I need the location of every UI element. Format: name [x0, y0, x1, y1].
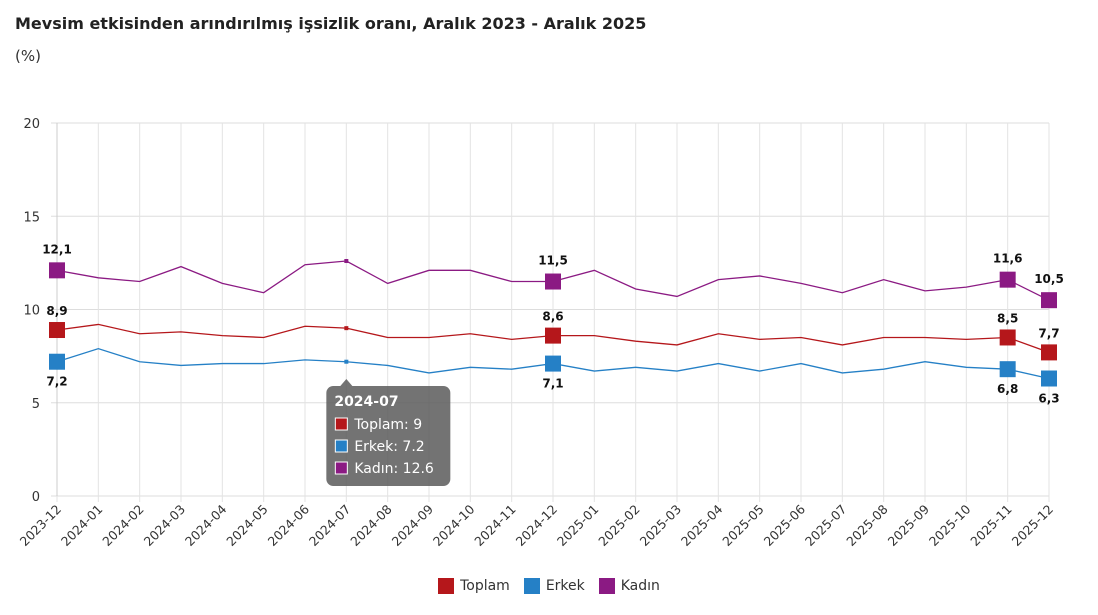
x-tick-label: 2025-12	[1009, 502, 1057, 550]
legend-label: Toplam	[460, 578, 510, 594]
hover-point	[344, 359, 349, 364]
data-label: 10,5	[1034, 272, 1064, 286]
hover-point	[344, 326, 349, 331]
x-tick-label: 2024-06	[265, 501, 313, 549]
x-tick-label: 2025-10	[926, 501, 974, 549]
data-label: 8,9	[46, 304, 67, 318]
data-label: 12,1	[42, 242, 72, 256]
legend-label: Kadın	[620, 578, 660, 594]
x-tick-label: 2025-09	[885, 501, 933, 549]
x-tick-label: 2024-07	[306, 502, 354, 550]
x-tick-label: 2024-04	[182, 501, 230, 549]
data-point-Kadın	[1041, 292, 1057, 309]
tooltip-line: Toplam: 9	[353, 417, 422, 433]
x-tick-label: 2024-03	[141, 502, 189, 550]
data-point-Erkek	[1041, 370, 1057, 387]
data-label: 8,6	[542, 310, 563, 324]
data-label: 11,5	[538, 254, 568, 268]
x-tick-label: 2025-02	[595, 502, 643, 550]
x-tick-label: 2025-07	[802, 502, 850, 550]
data-point-Erkek	[999, 361, 1016, 378]
x-tick-label: 2025-05	[719, 502, 767, 550]
x-tick-label: 2025-04	[678, 501, 726, 549]
x-tick-label: 2025-03	[637, 502, 685, 550]
data-point-Toplam	[999, 329, 1016, 346]
legend-item-Erkek[interactable]: Erkek	[523, 578, 585, 594]
legend-swatch	[438, 578, 455, 594]
tooltip-line: Erkek: 7.2	[354, 439, 424, 455]
tooltip-swatch	[334, 439, 348, 453]
tooltip-box	[326, 386, 451, 486]
data-label: 8,5	[997, 311, 1018, 325]
y-tick-label: 10	[23, 304, 40, 319]
data-point-Kadın	[999, 271, 1016, 288]
y-tick-label: 15	[23, 210, 40, 225]
tooltip-line: Kadın: 12.6	[354, 461, 434, 477]
data-label: 7,1	[542, 377, 563, 391]
x-tick-label: 2024-09	[389, 501, 437, 549]
data-label: 6,3	[1038, 392, 1059, 406]
data-point-Toplam	[545, 327, 561, 344]
x-tick-label: 2024-11	[471, 502, 519, 550]
x-tick-label: 2024-01	[58, 502, 106, 550]
data-label: 7,7	[1038, 326, 1059, 340]
x-tick-label: 2025-08	[843, 501, 891, 549]
x-tick-label: 2024-05	[223, 502, 271, 550]
hover-point	[344, 259, 349, 264]
x-tick-label: 2024-02	[99, 502, 147, 550]
legend-item-Kadın[interactable]: Kadın	[598, 578, 660, 594]
x-tick-label: 2024-08	[347, 501, 395, 549]
data-label: 6,8	[997, 382, 1018, 396]
y-tick-label: 5	[32, 397, 40, 412]
chart-title: Mevsim etkisinden arındırılmış işsizlik …	[15, 14, 647, 33]
x-tick-label: 2024-12	[513, 502, 561, 550]
x-tick-label: 2025-06	[761, 501, 809, 549]
x-tick-label: 2025-01	[554, 502, 602, 550]
legend-label: Erkek	[545, 578, 585, 594]
legend: Toplam Erkek Kadın	[0, 578, 1098, 594]
tooltip-swatch	[334, 417, 348, 431]
x-tick-label: 2023-12	[17, 502, 65, 550]
data-point-Erkek	[545, 355, 561, 372]
data-point-Toplam	[49, 322, 65, 339]
legend-item-Toplam[interactable]: Toplam	[438, 578, 510, 594]
data-label: 7,2	[46, 375, 67, 389]
data-point-Kadın	[49, 262, 65, 279]
data-point-Kadın	[545, 273, 561, 290]
legend-swatch	[598, 578, 615, 594]
tooltip-swatch	[334, 461, 348, 475]
legend-swatch	[523, 578, 540, 594]
tooltip-title: 2024-07	[334, 394, 398, 410]
data-point-Toplam	[1041, 344, 1057, 361]
tooltip-caret	[340, 379, 353, 386]
chart-subtitle: (%)	[15, 47, 41, 65]
x-tick-label: 2024-10	[430, 501, 478, 549]
data-point-Erkek	[49, 353, 65, 370]
data-label: 11,6	[993, 252, 1023, 266]
y-tick-label: 20	[23, 117, 40, 132]
x-tick-label: 2025-11	[967, 502, 1015, 550]
y-tick-label: 0	[32, 490, 40, 505]
